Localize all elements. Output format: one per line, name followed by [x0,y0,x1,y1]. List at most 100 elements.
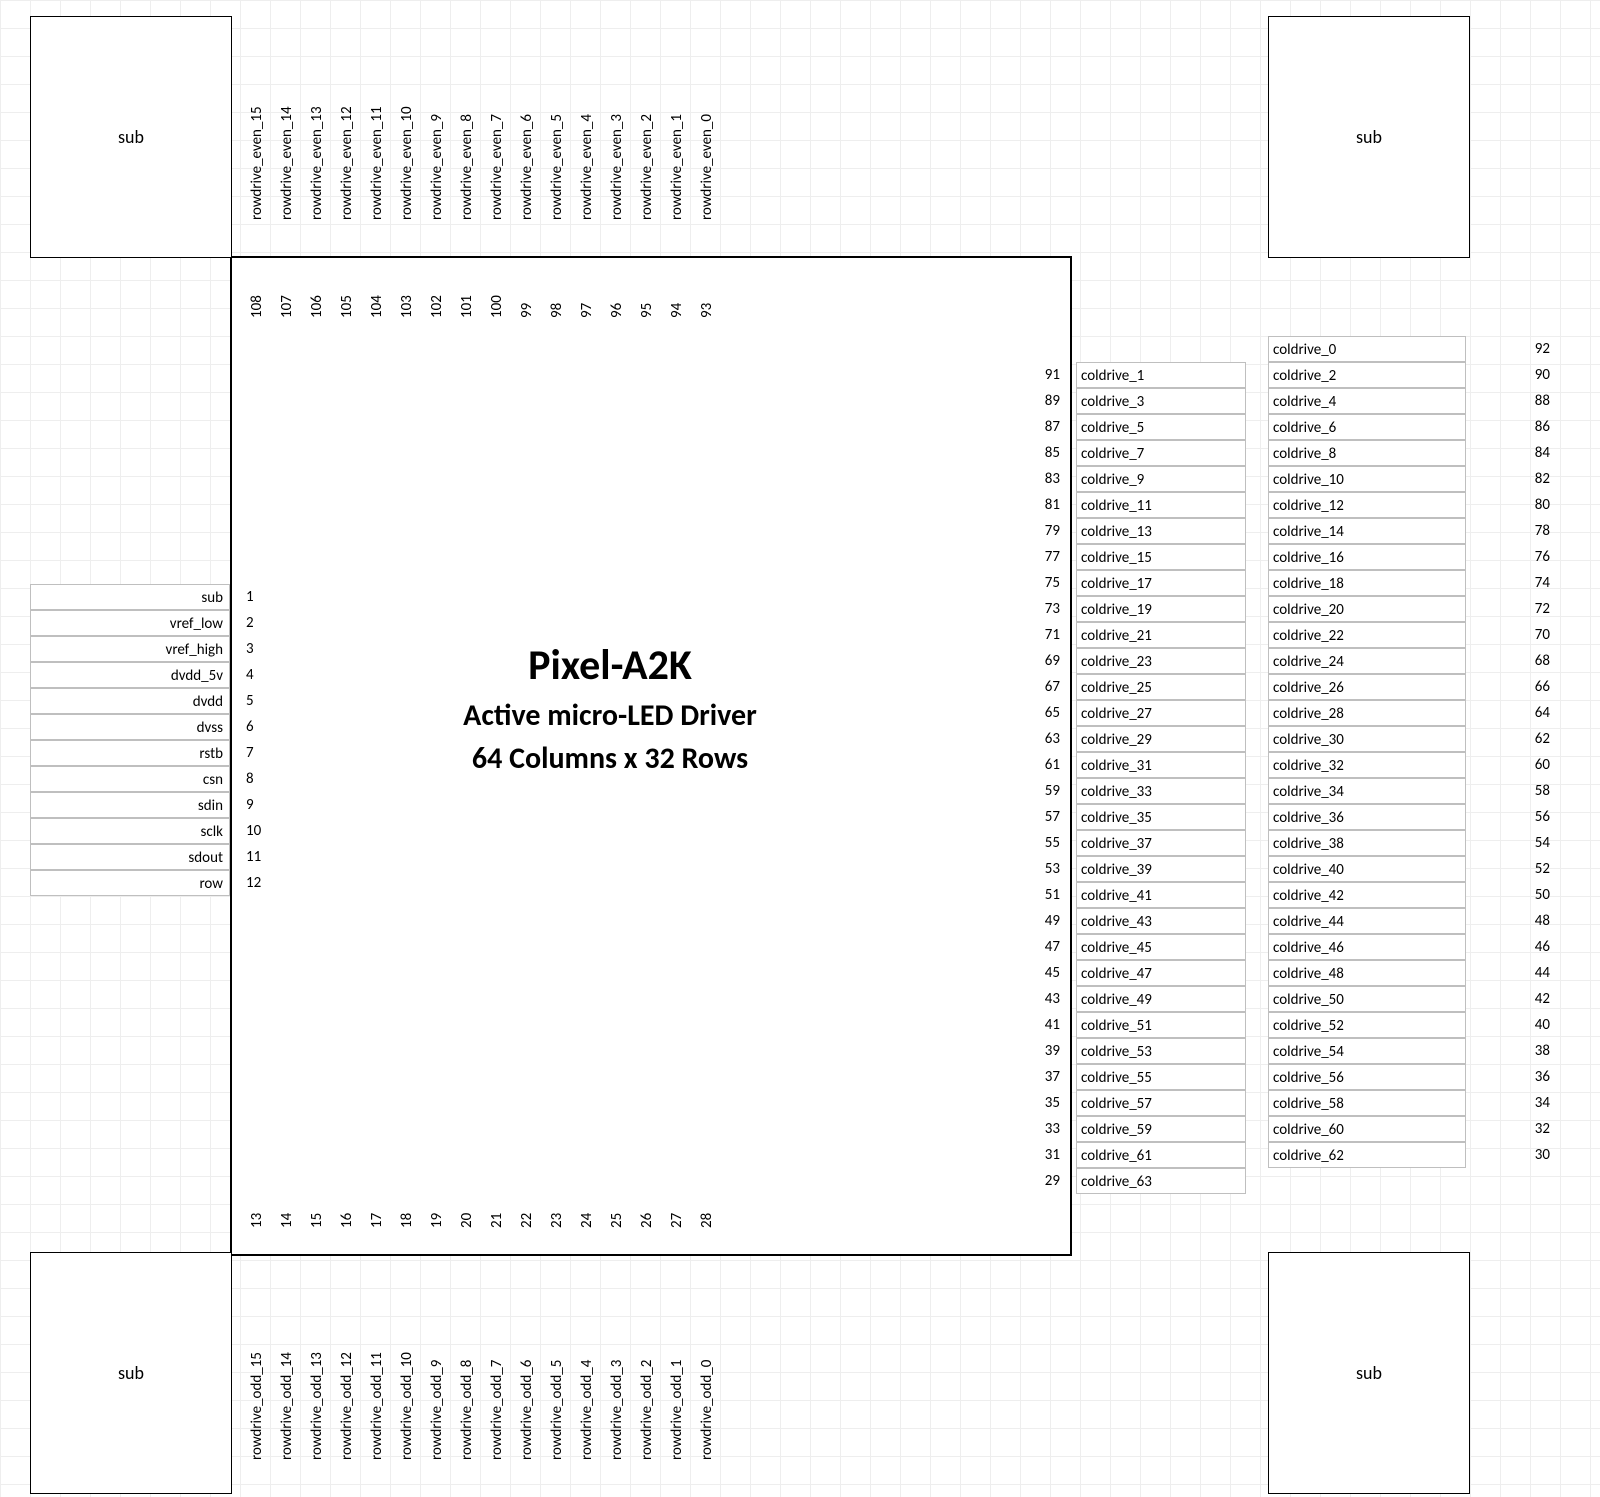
bottom-pin-num-7: 20 [458,1178,476,1228]
bottom-pin-num-9: 22 [518,1178,536,1228]
top-pin-num-14: 94 [668,268,686,318]
coldrive-b-23: coldrive_48 [1268,960,1466,986]
coldrive-a-20: coldrive_41 [1076,882,1246,908]
bottom-label-13: rowdrive_odd_2 [638,1260,656,1460]
coldrive-b-num-26: 38 [1490,1038,1550,1064]
bottom-pin-num-1: 14 [278,1178,296,1228]
coldrive-b-num-14: 62 [1490,726,1550,752]
coldrive-a-num-16: 59 [1000,778,1060,804]
coldrive-a-5: coldrive_11 [1076,492,1246,518]
bottom-label-4: rowdrive_odd_11 [368,1260,386,1460]
coldrive-a-num-2: 87 [1000,414,1060,440]
top-label-0: rowdrive_even_15 [248,20,266,220]
bottom-pin-num-15: 28 [698,1178,716,1228]
coldrive-b-num-7: 76 [1490,544,1550,570]
bottom-pin-num-12: 25 [608,1178,626,1228]
coldrive-last: coldrive_63 [1076,1168,1246,1194]
bottom-pin-num-14: 27 [668,1178,686,1228]
coldrive-a-3: coldrive_7 [1076,440,1246,466]
top-label-5: rowdrive_even_10 [398,20,416,220]
top-label-12: rowdrive_even_3 [608,20,626,220]
left-pin-num-1: 2 [240,610,254,636]
pinout-sheet: subsubsubsubrowdrive_even_15108rowdrive_… [0,0,1600,1497]
coldrive-a-num-0: 91 [1000,362,1060,388]
bottom-pin-num-4: 17 [368,1178,386,1228]
coldrive-a-num-19: 53 [1000,856,1060,882]
top-pin-num-6: 102 [428,268,446,318]
left-pin-label-1: vref_low [30,610,230,636]
coldrive-b-num-15: 60 [1490,752,1550,778]
coldrive-b-26: coldrive_54 [1268,1038,1466,1064]
coldrive-a-10: coldrive_21 [1076,622,1246,648]
coldrive-last-num: 29 [1000,1168,1060,1194]
coldrive-b-7: coldrive_16 [1268,544,1466,570]
coldrive-b-num-27: 36 [1490,1064,1550,1090]
coldrive-b-9: coldrive_20 [1268,596,1466,622]
top-label-7: rowdrive_even_8 [458,20,476,220]
coldrive-a-num-26: 39 [1000,1038,1060,1064]
bottom-pin-num-0: 13 [248,1178,266,1228]
left-pin-label-3: dvdd_5v [30,662,230,688]
coldrive-a-num-10: 71 [1000,622,1060,648]
left-pin-num-2: 3 [240,636,254,662]
sub-box-1: sub [1268,16,1470,258]
coldrive-a-num-25: 41 [1000,1012,1060,1038]
top-pin-num-7: 101 [458,268,476,318]
coldrive-a-28: coldrive_57 [1076,1090,1246,1116]
bottom-label-3: rowdrive_odd_12 [338,1260,356,1460]
top-pin-num-12: 96 [608,268,626,318]
top-label-1: rowdrive_even_14 [278,20,296,220]
coldrive-a-num-15: 61 [1000,752,1060,778]
title-block: Pixel-A2KActive micro-LED Driver64 Colum… [330,640,890,777]
bottom-label-0: rowdrive_odd_15 [248,1260,266,1460]
title-main: Pixel-A2K [330,640,890,691]
left-pin-label-4: dvdd [30,688,230,714]
bottom-label-2: rowdrive_odd_13 [308,1260,326,1460]
coldrive-a-num-22: 47 [1000,934,1060,960]
coldrive-b-1: coldrive_4 [1268,388,1466,414]
coldrive-a-11: coldrive_23 [1076,648,1246,674]
bottom-label-8: rowdrive_odd_7 [488,1260,506,1460]
bottom-label-7: rowdrive_odd_8 [458,1260,476,1460]
bottom-pin-num-3: 16 [338,1178,356,1228]
coldrive-a-30: coldrive_61 [1076,1142,1246,1168]
top-label-4: rowdrive_even_11 [368,20,386,220]
top-label-11: rowdrive_even_4 [578,20,596,220]
coldrive-a-num-11: 69 [1000,648,1060,674]
coldrive-a-num-28: 35 [1000,1090,1060,1116]
left-pin-num-8: 9 [240,792,254,818]
left-pin-num-4: 5 [240,688,254,714]
coldrive-a-27: coldrive_55 [1076,1064,1246,1090]
coldrive-a-18: coldrive_37 [1076,830,1246,856]
coldrive-b-num-18: 54 [1490,830,1550,856]
top-pin-num-10: 98 [548,268,566,318]
bottom-pin-num-6: 19 [428,1178,446,1228]
coldrive-b-num-29: 32 [1490,1116,1550,1142]
coldrive-b-24: coldrive_50 [1268,986,1466,1012]
sub-box-3: sub [1268,1252,1470,1494]
sub-box-2: sub [30,1252,232,1494]
coldrive-a-num-6: 79 [1000,518,1060,544]
coldrive-a-16: coldrive_33 [1076,778,1246,804]
bottom-pin-num-13: 26 [638,1178,656,1228]
bottom-label-10: rowdrive_odd_5 [548,1260,566,1460]
top-pin-num-2: 106 [308,268,326,318]
left-pin-num-5: 6 [240,714,254,740]
coldrive-a-num-24: 43 [1000,986,1060,1012]
coldrive-a-num-23: 45 [1000,960,1060,986]
coldrive-b-num-8: 74 [1490,570,1550,596]
top-pin-num-11: 97 [578,268,596,318]
coldrive-b-num-16: 58 [1490,778,1550,804]
left-pin-label-11: row [30,870,230,896]
coldrive-a-num-4: 83 [1000,466,1060,492]
coldrive-a-num-27: 37 [1000,1064,1060,1090]
coldrive-a-17: coldrive_35 [1076,804,1246,830]
coldrive-b-17: coldrive_36 [1268,804,1466,830]
coldrive-b-num-17: 56 [1490,804,1550,830]
coldrive-b-num-23: 44 [1490,960,1550,986]
coldrive-b-num-2: 86 [1490,414,1550,440]
coldrive-a-num-8: 75 [1000,570,1060,596]
coldrive-a-14: coldrive_29 [1076,726,1246,752]
coldrive-a-21: coldrive_43 [1076,908,1246,934]
coldrive-b-10: coldrive_22 [1268,622,1466,648]
